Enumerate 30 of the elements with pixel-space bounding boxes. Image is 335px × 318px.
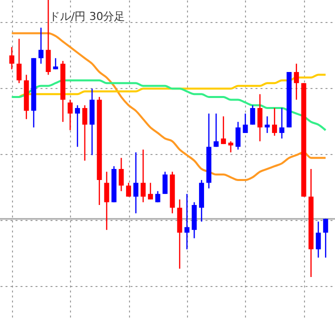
candlestick [264,116,270,134]
candlestick [316,221,321,258]
text: ドル/円 30分足 [49,10,126,23]
candlestick [133,152,138,214]
candlestick [162,171,168,194]
candlestick [214,112,219,148]
candlestick [118,157,124,192]
candlestick [126,182,132,198]
candlestick [250,104,256,126]
candlestick [294,63,299,100]
candlestick [148,182,153,200]
candlestick [68,99,73,131]
candlestick [74,104,80,148]
candlestick [220,116,226,145]
candlestick [257,94,262,142]
candlestick [279,107,284,140]
candlestick [323,218,328,258]
candlestick [38,27,44,64]
candlestick [272,107,278,136]
candlestick [242,112,248,134]
candlestick [228,140,234,153]
candlestick [82,104,88,162]
candlestick [53,58,58,70]
candlestick [140,148,146,203]
candlestick [16,38,22,84]
candlestick [46,0,51,76]
candlestick [236,121,241,150]
candlestick [9,46,14,70]
candlestick [104,171,110,231]
candlestick [184,193,190,250]
